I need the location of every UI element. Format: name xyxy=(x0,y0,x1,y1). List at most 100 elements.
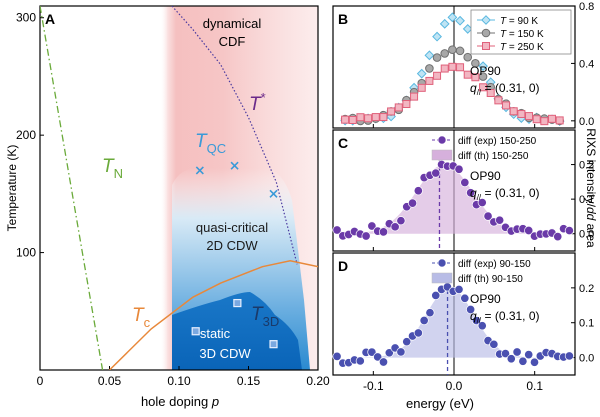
panel-c-exp-point xyxy=(361,231,371,241)
t3d-point xyxy=(233,298,242,308)
panel-d-exp-point xyxy=(396,347,406,357)
panel-a-ytick-label: 300 xyxy=(16,11,36,25)
panel-a-xlabel: hole doping p xyxy=(141,394,219,409)
panel-b-point xyxy=(364,114,373,123)
panel-b-legend-marker xyxy=(481,28,491,38)
panel-b-point xyxy=(356,113,365,122)
static-3d-region xyxy=(172,292,302,370)
panel-b-point xyxy=(486,88,495,97)
t3d-point xyxy=(191,327,200,336)
tc-label: Tc xyxy=(132,305,151,330)
tstar-label: T* xyxy=(249,90,266,115)
panel-d-xtick-label: 0.0 xyxy=(446,379,463,393)
panel-d-exp-point xyxy=(431,290,441,300)
panel-b-legend-label: T = 150 K xyxy=(500,29,544,40)
panel-d-annotation-q: q// = (0.31, 0) xyxy=(470,309,540,325)
panel-d-annotation-op90: OP90 xyxy=(470,292,501,306)
panel-b-point xyxy=(341,115,350,124)
panel-a-xtick-label: 0.10 xyxy=(167,374,191,388)
panel-d-exp-point xyxy=(564,351,574,361)
panel-b-point xyxy=(462,24,473,34)
panel-d-legend-swatch xyxy=(431,272,453,284)
panel-b-point xyxy=(463,70,472,79)
panel-d-exp-point xyxy=(518,356,528,366)
panel-b-point xyxy=(410,92,419,101)
t3d-point xyxy=(269,340,278,349)
panel-c-legend-th: diff (th) 150-250 xyxy=(458,151,529,162)
panel-b-point xyxy=(463,52,473,62)
panel-b-legend-marker xyxy=(482,42,490,50)
panel-d-theory-area xyxy=(333,287,575,358)
panel-b-point xyxy=(502,101,511,110)
panel-d: 0.0 0.1 0.2 -0.1 0.0 0.1 D OP90 q// = (0.31, 0) d… xyxy=(332,252,594,393)
panel-c-exp-point xyxy=(407,198,418,208)
panel-a-axes: 0 0.05 0.10 0.15 0.20 100 200 300 xyxy=(16,5,330,388)
panel-c-theory-area xyxy=(333,164,575,234)
region-static-label: static xyxy=(200,326,231,341)
panel-d-ytick-label: 0.1 xyxy=(579,318,594,330)
panel-b-legend-marker xyxy=(481,15,491,25)
panel-b-legend: T = 90 K T = 150 K T = 250 K xyxy=(470,9,572,55)
panel-d-xlabel: energy (eV) xyxy=(406,396,474,411)
panel-c-annotation-q: q// = (0.31, 0) xyxy=(470,186,540,202)
panel-b-point xyxy=(440,49,450,58)
panel-b-legend-label: T = 90 K xyxy=(500,16,538,27)
panel-b-point xyxy=(548,114,557,123)
panel-b-point xyxy=(424,50,435,61)
panel-c-exp-point xyxy=(483,211,493,221)
panel-b-point xyxy=(455,15,465,26)
panel-d-exp-point xyxy=(512,347,522,357)
panel-c-exp-point xyxy=(477,198,487,208)
panel-d-exp-point xyxy=(384,348,394,358)
tqc-point xyxy=(230,161,239,170)
panel-b-ytick-label: 0.8 xyxy=(579,1,594,13)
panel-a-letter: A xyxy=(45,11,55,27)
panel-d-exp-point xyxy=(378,357,389,367)
panel-b-point xyxy=(509,107,518,116)
panel-a-xtick-label: 0.15 xyxy=(237,374,261,388)
panel-d-exp-point xyxy=(529,357,540,367)
panel-a-ytick-label: 100 xyxy=(16,246,36,260)
panel-b-point xyxy=(479,83,488,92)
panel-d-exp-point xyxy=(460,293,470,303)
panel-b-point xyxy=(448,45,457,55)
panel-d-exp-point xyxy=(477,321,487,331)
panel-c-exp-point xyxy=(564,226,574,236)
panel-c-ytick-label: 0.0 xyxy=(579,229,594,241)
panel-b-point xyxy=(433,71,442,80)
panel-b-point xyxy=(425,76,434,85)
panel-b-point xyxy=(394,103,403,112)
panel-d-legend: diff (exp) 90-150 diff (th) 90-150 xyxy=(431,258,531,285)
panel-d-exp-point xyxy=(471,316,481,326)
panel-b-point xyxy=(448,62,457,71)
panel-b-point xyxy=(402,100,411,109)
panel-b-point xyxy=(494,96,503,105)
panel-b-point xyxy=(540,117,549,126)
panel-a-xtick-label: 0 xyxy=(37,374,44,388)
panel-b-point xyxy=(447,12,458,23)
panel-a-xtick-label: 0.20 xyxy=(306,374,330,388)
panel-c-exp-point xyxy=(466,188,476,198)
panel-d-exp-point xyxy=(373,352,383,362)
right-ylabel: RIXS intensity/dd area xyxy=(584,128,598,248)
panel-c-exp-point xyxy=(390,222,400,232)
region-3dcdw-label: 3D CDW xyxy=(199,346,251,361)
panel-c-legend-exp: diff (exp) 150-250 xyxy=(458,136,537,147)
panel-c-exp-point xyxy=(332,225,342,235)
region-2dcdw-label: 2D CDW xyxy=(206,238,258,253)
tqc-label: TQC xyxy=(195,131,226,156)
region-cdf-label: CDF xyxy=(219,34,246,49)
panel-d-letter: D xyxy=(338,258,348,274)
panel-d-exp-point xyxy=(355,356,365,366)
panel-d-exp-point xyxy=(454,284,464,294)
panel-d-exp-point xyxy=(500,349,511,359)
panel-a: 0 0.05 0.10 0.15 0.20 100 200 300 A dynamical C… xyxy=(5,5,330,409)
panel-c-exp-point xyxy=(431,168,441,178)
panel-d-ytick-label: 0.2 xyxy=(579,283,594,295)
panel-c-legend-marker xyxy=(437,135,447,145)
panel-b-point xyxy=(425,64,434,73)
panel-d-xtick-label: -0.1 xyxy=(363,379,384,393)
panel-b-point xyxy=(432,31,442,42)
panel-a-ytick-label: 200 xyxy=(16,128,36,142)
